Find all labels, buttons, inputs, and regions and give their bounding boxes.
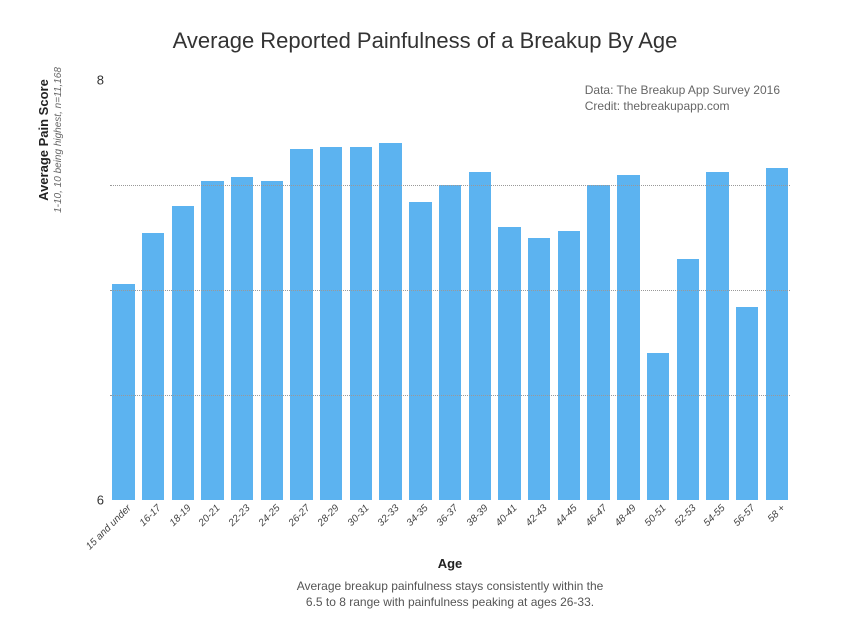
bar	[172, 206, 194, 500]
bar	[261, 181, 283, 500]
bar	[112, 284, 134, 500]
bar	[647, 353, 669, 500]
bar	[409, 202, 431, 500]
x-tick-label: 54-55	[702, 503, 728, 529]
y-tick-label: 6	[78, 493, 104, 508]
bar	[379, 143, 401, 500]
x-tick-label: 24-25	[257, 503, 283, 529]
bar	[469, 172, 491, 500]
bar	[350, 147, 372, 500]
y-tick-label: 8	[78, 73, 104, 88]
chart-caption: Average breakup painfulness stays consis…	[110, 578, 790, 610]
x-tick-label: 46-47	[583, 503, 609, 529]
x-tick-label: 28-29	[316, 503, 342, 529]
x-tick-label: 26-27	[286, 503, 312, 529]
bar	[617, 175, 639, 501]
y-axis-label-main: Average Pain Score	[36, 0, 51, 290]
x-tick-label: 40-41	[494, 503, 520, 529]
x-tick-label: 38-39	[465, 503, 491, 529]
bar	[528, 238, 550, 501]
bar	[231, 177, 253, 500]
x-tick-label: 18-19	[167, 503, 193, 529]
gridline	[110, 395, 790, 396]
bar	[201, 181, 223, 500]
x-tick-label: 42-43	[524, 503, 550, 529]
gridline	[110, 185, 790, 186]
bar	[587, 185, 609, 500]
x-tick-label: 44-45	[554, 503, 580, 529]
x-tick-label: 50-51	[643, 503, 669, 529]
bar	[439, 185, 461, 500]
x-tick-label: 15 and under	[84, 503, 133, 552]
y-axis-label-sub: 1-10, 10 being highest, n=11,168	[53, 0, 64, 290]
y-axis-label: Average Pain Score 1-10, 10 being highes…	[36, 0, 64, 290]
chart-title: Average Reported Painfulness of a Breaku…	[0, 28, 850, 54]
bar	[498, 227, 520, 500]
bar	[320, 147, 342, 500]
x-tick-label: 48-49	[613, 503, 639, 529]
plot-area: 15 and under16-1718-1920-2122-2324-2526-…	[110, 80, 790, 500]
chart-container: Average Reported Painfulness of a Breaku…	[0, 0, 850, 638]
bar	[290, 149, 312, 500]
bar	[766, 168, 788, 500]
x-tick-label: 52-53	[672, 503, 698, 529]
x-tick-label: 30-31	[346, 503, 372, 529]
bar	[677, 259, 699, 501]
x-axis-label: Age	[110, 556, 790, 571]
x-tick-label: 34-35	[405, 503, 431, 529]
x-tick-label: 16-17	[138, 503, 164, 529]
bar	[736, 307, 758, 500]
caption-line-1: Average breakup painfulness stays consis…	[110, 578, 790, 594]
x-tick-label: 20-21	[197, 503, 223, 529]
bar	[558, 231, 580, 500]
caption-line-2: 6.5 to 8 range with painfulness peaking …	[110, 594, 790, 610]
x-tick-label: 36-37	[435, 503, 461, 529]
x-tick-label: 56-57	[732, 503, 758, 529]
x-tick-label: 22-23	[227, 503, 253, 529]
x-tick-label: 58 +	[766, 503, 788, 525]
bar	[706, 172, 728, 500]
x-tick-label: 32-33	[375, 503, 401, 529]
gridline	[110, 290, 790, 291]
bar	[142, 233, 164, 500]
